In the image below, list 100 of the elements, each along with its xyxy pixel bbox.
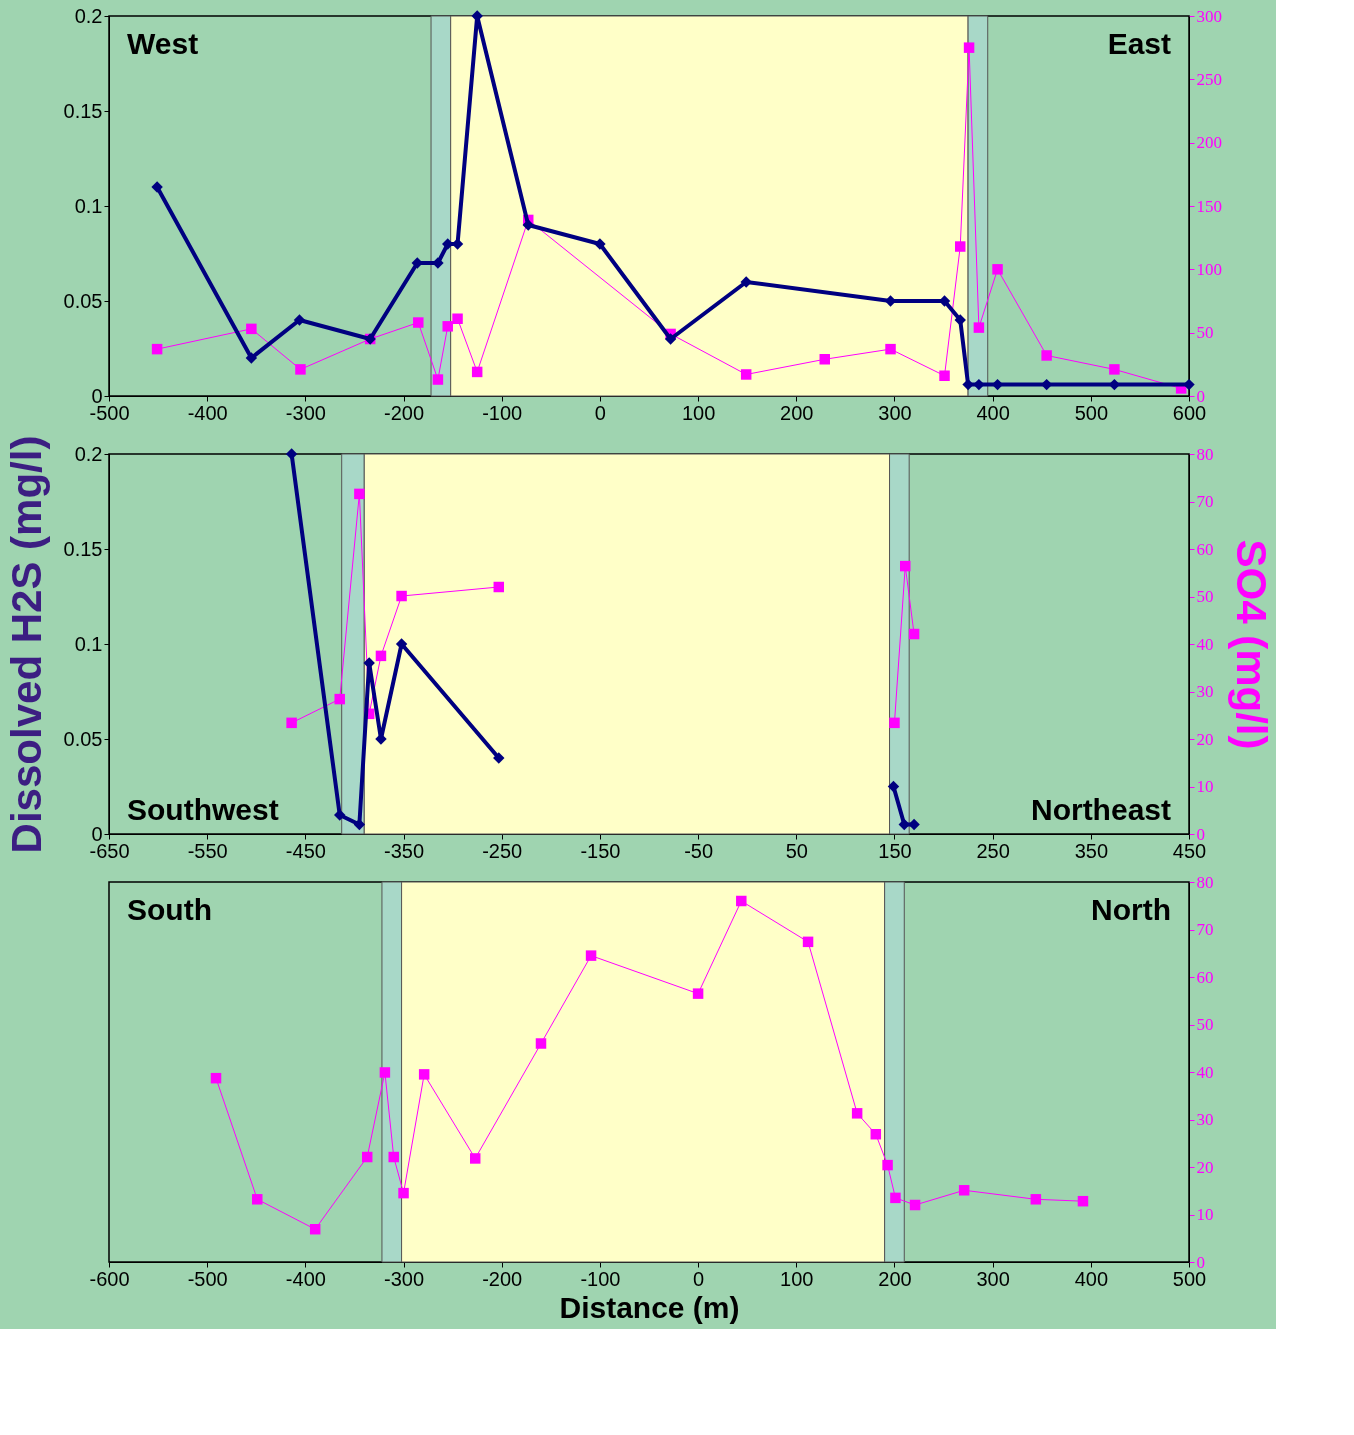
point bbox=[379, 1067, 391, 1078]
x-tick-label: -350 bbox=[384, 839, 425, 862]
point bbox=[692, 988, 704, 999]
point bbox=[395, 638, 408, 650]
y2-tick-label: 20 bbox=[1196, 1157, 1214, 1177]
x-tick-label: 250 bbox=[976, 839, 1010, 862]
point bbox=[740, 276, 752, 288]
x-tick-label: 100 bbox=[780, 1267, 814, 1290]
point bbox=[1041, 350, 1052, 361]
x-tick-label: -300 bbox=[285, 401, 326, 424]
y2-tick-label: 200 bbox=[1196, 133, 1222, 153]
y-axis-title: Dissolved H2S (mg/l) bbox=[2, 435, 50, 854]
point bbox=[908, 628, 920, 640]
x-tick-label: -400 bbox=[285, 1267, 326, 1290]
point bbox=[493, 752, 505, 764]
y2-tick-label: 10 bbox=[1196, 1205, 1214, 1224]
x-tick-label: -450 bbox=[285, 839, 326, 862]
point bbox=[469, 1153, 481, 1164]
y2-tick-label: 50 bbox=[1196, 1015, 1214, 1034]
point bbox=[418, 1069, 430, 1080]
x-tick-label: 200 bbox=[780, 401, 814, 424]
point bbox=[210, 1072, 222, 1084]
x-tick-label: -300 bbox=[384, 1267, 425, 1290]
point bbox=[398, 1187, 409, 1199]
y-tick-label: 0.15 bbox=[63, 99, 103, 122]
x-tick-label: -250 bbox=[482, 839, 523, 862]
point bbox=[939, 370, 950, 381]
annotation: South bbox=[127, 893, 212, 926]
annotation: West bbox=[127, 27, 199, 60]
point bbox=[388, 1151, 399, 1163]
x-tick-label: -200 bbox=[482, 1267, 523, 1290]
x-tick-label: 400 bbox=[976, 401, 1010, 424]
y2-tick-label: 80 bbox=[1196, 444, 1214, 464]
point bbox=[1077, 1195, 1089, 1207]
y2-tick-label: 50 bbox=[1196, 587, 1214, 606]
annotation: Southwest bbox=[127, 793, 279, 826]
point bbox=[1030, 1194, 1042, 1205]
y2-axis-title: SO4 (mg/l) bbox=[1227, 539, 1275, 750]
y2-tick-label: 300 bbox=[1196, 6, 1222, 26]
point bbox=[819, 354, 830, 365]
x-tick-label: 300 bbox=[878, 401, 912, 424]
y-tick-label: 0 bbox=[91, 384, 103, 407]
point bbox=[286, 717, 297, 729]
y2-tick-label: 40 bbox=[1196, 1062, 1214, 1082]
point bbox=[887, 780, 900, 793]
x-tick-label: 200 bbox=[878, 1267, 912, 1290]
y2-tick-label: 50 bbox=[1196, 323, 1214, 343]
point bbox=[958, 1185, 970, 1196]
x-tick-label: 350 bbox=[1074, 839, 1109, 862]
y2-tick-label: 70 bbox=[1196, 920, 1214, 939]
x-tick-label: 100 bbox=[681, 401, 716, 424]
point bbox=[802, 936, 814, 948]
point bbox=[151, 343, 163, 355]
y-tick-label: 0.05 bbox=[63, 289, 103, 312]
y2-tick-label: 10 bbox=[1196, 777, 1214, 796]
point bbox=[889, 717, 900, 729]
point bbox=[245, 352, 258, 364]
y-tick-label: 0.1 bbox=[74, 194, 103, 217]
annotation: Northeast bbox=[1030, 793, 1171, 826]
x-tick-label: -100 bbox=[482, 401, 523, 424]
point bbox=[493, 581, 505, 593]
point bbox=[973, 322, 985, 333]
point bbox=[890, 1192, 901, 1204]
x-tick-label: 150 bbox=[878, 839, 912, 862]
x-tick-label: -150 bbox=[580, 839, 621, 862]
point bbox=[594, 238, 606, 250]
annotation: North bbox=[1091, 893, 1171, 926]
y-tick-label: 0.1 bbox=[74, 632, 103, 655]
x-tick-label: 300 bbox=[976, 1267, 1010, 1290]
x-tick-label: -600 bbox=[89, 1267, 130, 1290]
y-tick-label: 0.2 bbox=[74, 442, 103, 465]
point bbox=[252, 1194, 263, 1205]
x-tick-label: -100 bbox=[580, 1267, 621, 1290]
point bbox=[882, 1159, 893, 1171]
point bbox=[295, 364, 306, 375]
y-tick-label: 0.05 bbox=[63, 727, 103, 750]
point bbox=[535, 1038, 547, 1049]
y-tick-label: 0 bbox=[91, 822, 103, 845]
point bbox=[522, 219, 534, 231]
point bbox=[954, 241, 966, 252]
y2-tick-label: 150 bbox=[1196, 196, 1222, 216]
point bbox=[334, 809, 346, 821]
point bbox=[285, 448, 298, 460]
point bbox=[585, 950, 597, 961]
point bbox=[736, 895, 747, 907]
x-tick-label: -550 bbox=[187, 839, 228, 862]
annotation: East bbox=[1107, 27, 1171, 60]
point bbox=[898, 818, 910, 831]
y2-tick-label: 30 bbox=[1196, 682, 1214, 701]
point bbox=[870, 1128, 882, 1140]
x-tick-label: 0 bbox=[693, 1267, 705, 1290]
point bbox=[151, 181, 163, 193]
point bbox=[664, 333, 677, 345]
point bbox=[954, 314, 966, 326]
point bbox=[375, 650, 387, 662]
y2-tick-label: 40 bbox=[1196, 634, 1214, 654]
point bbox=[992, 264, 1003, 275]
x-tick-label: -200 bbox=[384, 401, 425, 424]
point bbox=[293, 314, 306, 326]
point bbox=[452, 313, 463, 324]
